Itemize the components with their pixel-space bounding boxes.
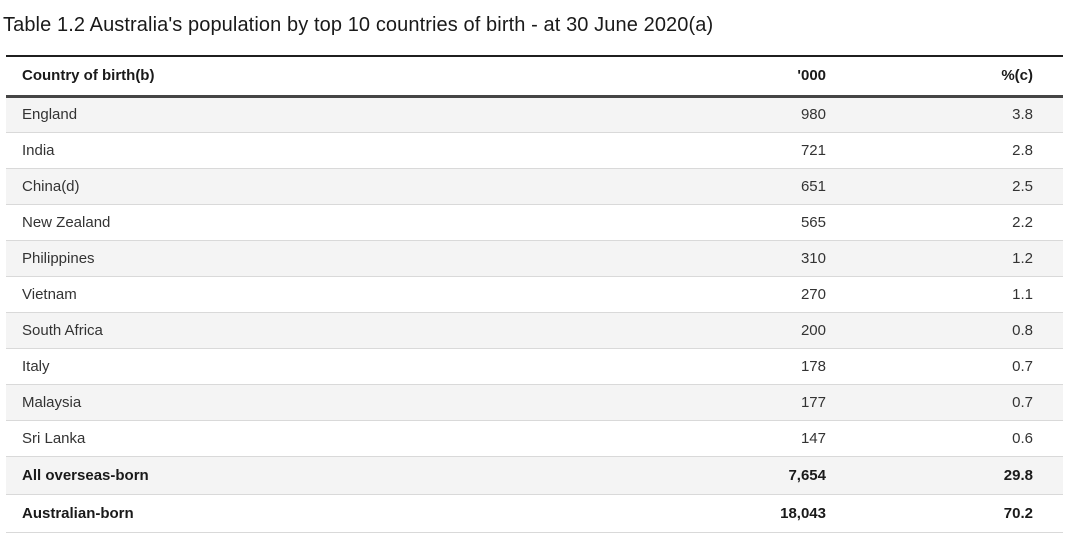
percent-cell: 2.8 bbox=[826, 132, 1063, 169]
country-cell: Italy bbox=[6, 348, 556, 385]
country-cell: Philippines bbox=[6, 240, 556, 277]
table-row: South Africa 200 0.8 bbox=[6, 312, 1063, 349]
header-country: Country of birth(b) bbox=[6, 55, 556, 98]
percent-cell: 3.8 bbox=[826, 96, 1063, 133]
thousands-cell: 178 bbox=[556, 348, 826, 385]
percent-cell: 0.8 bbox=[826, 312, 1063, 349]
table-row: Sri Lanka 147 0.6 bbox=[6, 420, 1063, 457]
thousands-cell: 980 bbox=[556, 96, 826, 133]
thousands-cell: 200 bbox=[556, 312, 826, 349]
population-table: Country of birth(b) '000 %(c) England 98… bbox=[6, 55, 1063, 533]
table-header: Country of birth(b) '000 %(c) bbox=[6, 55, 1063, 98]
country-cell: Malaysia bbox=[6, 384, 556, 421]
thousands-cell: 270 bbox=[556, 276, 826, 313]
country-cell: South Africa bbox=[6, 312, 556, 349]
percent-cell: 0.6 bbox=[826, 420, 1063, 457]
table-row: Vietnam 270 1.1 bbox=[6, 276, 1063, 313]
percent-cell: 2.2 bbox=[826, 204, 1063, 241]
table-title: Table 1.2 Australia's population by top … bbox=[3, 14, 714, 36]
table-row-total-australian: Australian-born 18,043 70.2 bbox=[6, 494, 1063, 533]
percent-cell: 0.7 bbox=[826, 384, 1063, 421]
percent-cell: 29.8 bbox=[826, 456, 1063, 495]
header-thousands: '000 bbox=[556, 55, 826, 98]
country-cell: New Zealand bbox=[6, 204, 556, 241]
table-row: Malaysia 177 0.7 bbox=[6, 384, 1063, 421]
percent-cell: 1.2 bbox=[826, 240, 1063, 277]
table-row: Philippines 310 1.2 bbox=[6, 240, 1063, 277]
country-cell: Australian-born bbox=[6, 494, 556, 533]
table-row: England 980 3.8 bbox=[6, 96, 1063, 133]
percent-cell: 0.7 bbox=[826, 348, 1063, 385]
country-cell: England bbox=[6, 96, 556, 133]
thousands-cell: 721 bbox=[556, 132, 826, 169]
country-cell: Vietnam bbox=[6, 276, 556, 313]
thousands-cell: 310 bbox=[556, 240, 826, 277]
thousands-cell: 651 bbox=[556, 168, 826, 205]
table-row-total-overseas: All overseas-born 7,654 29.8 bbox=[6, 456, 1063, 495]
country-cell: China(d) bbox=[6, 168, 556, 205]
percent-cell: 1.1 bbox=[826, 276, 1063, 313]
thousands-cell: 565 bbox=[556, 204, 826, 241]
thousands-cell: 18,043 bbox=[556, 494, 826, 533]
table-row: China(d) 651 2.5 bbox=[6, 168, 1063, 205]
percent-cell: 70.2 bbox=[826, 494, 1063, 533]
country-cell: All overseas-born bbox=[6, 456, 556, 495]
table-row: Italy 178 0.7 bbox=[6, 348, 1063, 385]
table-row: India 721 2.8 bbox=[6, 132, 1063, 169]
percent-cell: 2.5 bbox=[826, 168, 1063, 205]
thousands-cell: 147 bbox=[556, 420, 826, 457]
thousands-cell: 177 bbox=[556, 384, 826, 421]
header-percent: %(c) bbox=[826, 55, 1063, 98]
thousands-cell: 7,654 bbox=[556, 456, 826, 495]
header-row: Country of birth(b) '000 %(c) bbox=[6, 55, 1063, 98]
country-cell: Sri Lanka bbox=[6, 420, 556, 457]
table-body: England 980 3.8 India 721 2.8 China(d) 6… bbox=[6, 96, 1063, 533]
table-row: New Zealand 565 2.2 bbox=[6, 204, 1063, 241]
country-cell: India bbox=[6, 132, 556, 169]
